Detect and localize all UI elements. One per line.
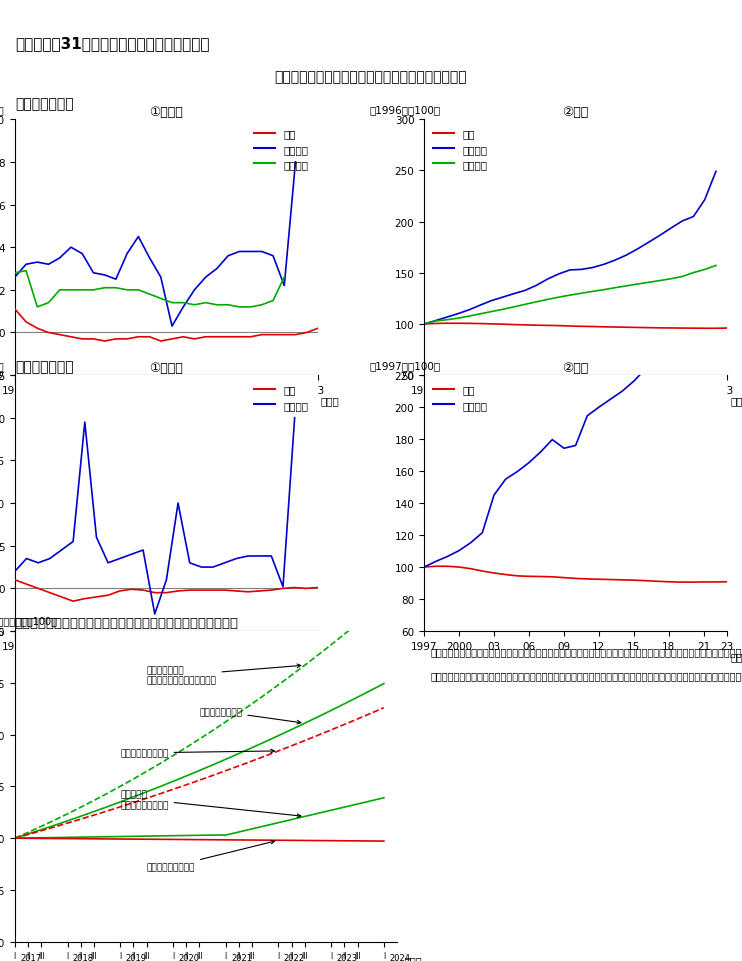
Legend: 日本, アメリカ: 日本, アメリカ (250, 381, 312, 414)
Legend: 日本, アメリカ: 日本, アメリカ (430, 381, 492, 414)
Text: 2023: 2023 (336, 953, 358, 961)
Text: （1997年＝100）: （1997年＝100） (370, 360, 441, 371)
Text: 2020: 2020 (178, 953, 200, 961)
Title: ①伸び率: ①伸び率 (150, 106, 183, 119)
Text: 2017: 2017 (20, 953, 42, 961)
Title: ①伸び率: ①伸び率 (150, 361, 183, 375)
Text: 2022: 2022 (283, 953, 305, 961)
Text: フランス家賃基準: フランス家賃基準 (200, 707, 301, 725)
Text: 日本ＣＰＩ
（家賃を除く総合）: 日本ＣＰＩ （家賃を除く総合） (120, 790, 301, 818)
Text: （年）: （年） (730, 652, 742, 662)
Title: ②指数: ②指数 (562, 361, 588, 375)
Legend: 日本, アメリカ, ユーロ圏: 日本, アメリカ, ユーロ圏 (430, 125, 492, 174)
Legend: 日本, アメリカ, ユーロ圏: 日本, アメリカ, ユーロ圏 (250, 125, 312, 174)
Text: （前年比、％）: （前年比、％） (0, 105, 4, 115)
Text: 日本ＣＰＩ民営家賃: 日本ＣＰＩ民営家賃 (147, 841, 275, 872)
Text: （年）: （年） (730, 396, 742, 407)
Text: （備考）１．総務省「消費者物価指数」、アメリカ労働省、欧州中央銀行、フランス国立統計経済研究所により作成。

２．（２）について、ユーロ圏の消費者物価指数（ＨＩ: （備考）１．総務省「消費者物価指数」、アメリカ労働省、欧州中央銀行、フランス国立… (430, 647, 742, 680)
Text: 2018: 2018 (73, 953, 94, 961)
Text: 2021: 2021 (231, 953, 252, 961)
Text: （３）フランスと日本における家賃と家賃を除くＣＰＩの比較: （３）フランスと日本における家賃と家賃を除くＣＰＩの比較 (15, 617, 239, 629)
Text: 2019: 2019 (125, 953, 147, 961)
Text: （前年比、％）: （前年比、％） (0, 360, 4, 371)
Text: （１）民営家賃: （１）民営家賃 (15, 97, 73, 111)
Text: フランスＣＰＩ
（たばこ、家賃を除く総合）: フランスＣＰＩ （たばこ、家賃を除く総合） (147, 664, 301, 685)
Text: （２）帰属家賃: （２）帰属家賃 (15, 360, 73, 374)
Text: （1996年＝100）: （1996年＝100） (370, 105, 441, 115)
Text: （年）: （年） (321, 652, 340, 662)
Title: ②指数: ②指数 (562, 106, 588, 119)
Text: （期）: （期） (404, 955, 422, 961)
Text: 2024: 2024 (389, 953, 410, 961)
Text: 第１－２－31図　日米欧の家賃の長期的推移: 第１－２－31図 日米欧の家賃の長期的推移 (15, 37, 209, 51)
Text: 家賃は、欧米では上昇の一方、日本のみほぼ横ばい: 家賃は、欧米では上昇の一方、日本のみほぼ横ばい (275, 70, 467, 84)
Text: （２）帰属家賃: （２）帰属家賃 (15, 381, 73, 395)
Text: フランスＣＰＩ家賃: フランスＣＰＩ家賃 (120, 749, 275, 757)
Text: （年）: （年） (321, 396, 340, 407)
Text: （2017年１－３月期＝100）: （2017年１－３月期＝100） (0, 615, 57, 626)
